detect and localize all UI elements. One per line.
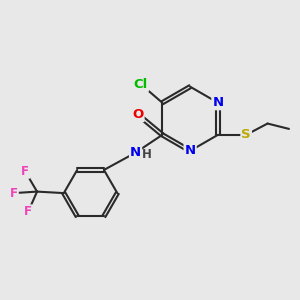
Text: Cl: Cl <box>134 78 148 91</box>
Text: N: N <box>184 144 196 158</box>
Text: S: S <box>241 128 251 141</box>
Text: F: F <box>21 165 29 178</box>
Text: N: N <box>212 96 224 109</box>
Text: F: F <box>24 205 32 218</box>
Text: F: F <box>10 187 18 200</box>
Text: O: O <box>132 108 144 121</box>
Text: N: N <box>130 146 141 159</box>
Text: H: H <box>142 148 152 161</box>
